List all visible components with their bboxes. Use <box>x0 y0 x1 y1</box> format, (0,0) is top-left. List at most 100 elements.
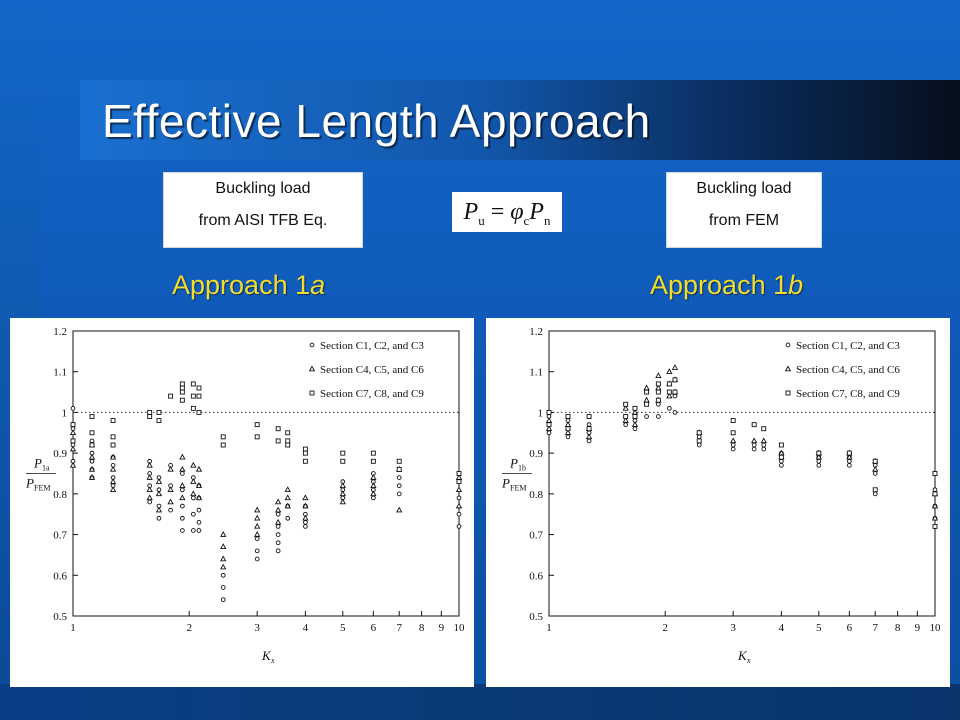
data-point-square <box>190 405 196 411</box>
legend-label: Section C7, C8, and C9 <box>796 388 900 400</box>
legend-marker <box>785 390 791 396</box>
data-point-square <box>190 393 196 399</box>
data-point-triangle <box>339 490 346 497</box>
data-point-triangle <box>179 465 186 472</box>
data-point-square <box>147 409 153 415</box>
x-tick-label: 5 <box>816 622 822 634</box>
data-point-square <box>565 414 571 419</box>
data-point-circle <box>761 446 767 452</box>
data-point-square <box>396 466 402 472</box>
data-point-circle <box>220 585 226 590</box>
data-point-triangle <box>220 555 227 562</box>
data-point-circle <box>285 515 291 521</box>
data-point-square <box>275 426 281 432</box>
data-point-triangle <box>760 437 767 444</box>
data-point-square <box>190 381 196 387</box>
aisi-box-line2: from AISI TFB Eq. <box>198 212 328 229</box>
data-point-square <box>632 414 638 419</box>
x-axis-label-sub: x <box>746 656 751 665</box>
data-point-square <box>778 454 784 460</box>
data-point-triangle <box>274 506 282 513</box>
data-point-square <box>672 389 678 395</box>
y-tick-label: 1.2 <box>529 326 543 338</box>
data-point-triangle <box>666 392 673 399</box>
data-point-circle <box>872 471 878 476</box>
x-tick-label: 4 <box>303 622 309 634</box>
data-point-triangle <box>146 474 153 480</box>
data-point-square <box>730 418 736 424</box>
x-axis-label: K <box>737 648 748 663</box>
data-point-triangle <box>564 429 572 436</box>
x-tick-label: 6 <box>847 622 853 634</box>
data-point-square <box>285 430 291 436</box>
data-point-square <box>632 405 638 411</box>
data-point-circle <box>168 507 173 513</box>
y-tick-label: 1.2 <box>53 326 67 338</box>
data-point-square <box>147 414 153 419</box>
data-point-triangle <box>302 502 309 509</box>
data-point-circle <box>847 458 852 464</box>
data-point-square <box>156 409 162 415</box>
data-point-square <box>761 426 767 432</box>
data-point-circle <box>196 507 202 513</box>
data-point-triangle <box>284 486 291 493</box>
slide-title: Effective Length Approach <box>102 95 651 147</box>
y-tick-label: 0.9 <box>53 448 67 460</box>
background-bottom-band <box>0 684 960 720</box>
data-point-circle <box>220 597 226 603</box>
y-tick-label: 0.6 <box>529 570 543 582</box>
y-axis-num: P <box>33 456 42 471</box>
x-tick-label: 1 <box>546 622 552 634</box>
data-point-circle <box>371 495 376 501</box>
data-point-circle <box>872 491 878 497</box>
approach-1a-suffix: a <box>310 270 326 300</box>
data-point-triangle <box>846 453 853 460</box>
data-point-square <box>110 434 116 440</box>
data-point-square <box>179 381 185 387</box>
data-point-triangle <box>220 543 227 550</box>
data-point-triangle <box>622 417 629 423</box>
data-point-triangle <box>155 490 163 497</box>
data-point-circle <box>632 426 638 432</box>
legend-marker <box>309 342 315 348</box>
data-point-square <box>655 381 661 387</box>
data-point-circle <box>180 503 185 509</box>
x-axis-label-sub: x <box>270 656 275 665</box>
data-point-square <box>340 458 346 464</box>
data-point-triangle <box>254 514 261 521</box>
data-point-circle <box>586 438 592 444</box>
aisi-buckling-box: Buckling load from AISI TFB Eq. <box>163 172 363 248</box>
data-point-square <box>168 393 174 399</box>
data-point-square <box>254 434 260 440</box>
data-point-square <box>70 438 76 444</box>
data-point-triangle <box>455 502 463 509</box>
formula-rhs-sub: n <box>543 212 551 228</box>
fem-box-line2: from FEM <box>708 212 780 229</box>
y-tick-label: 1.1 <box>53 367 67 379</box>
data-point-circle <box>396 491 402 497</box>
data-point-triangle <box>339 498 346 505</box>
data-point-circle <box>275 548 281 554</box>
data-point-square <box>696 438 702 444</box>
data-point-triangle <box>396 506 403 513</box>
fem-buckling-box: Buckling load from FEM <box>666 172 822 248</box>
data-point-circle <box>396 483 402 489</box>
data-point-circle <box>220 572 226 578</box>
data-point-circle <box>456 524 462 529</box>
legend-label: Section C1, C2, and C3 <box>320 340 424 352</box>
data-point-triangle <box>666 368 673 374</box>
data-point-triangle <box>146 494 153 501</box>
x-tick-label: 1 <box>70 622 76 634</box>
data-point-square <box>546 422 552 428</box>
data-point-circle <box>180 515 185 521</box>
y-tick-label: 0.8 <box>529 489 543 501</box>
data-point-triangle <box>370 474 377 480</box>
legend-label: Section C4, C5, and C6 <box>320 364 424 376</box>
x-tick-label: 10 <box>454 622 466 634</box>
data-point-triangle <box>750 437 758 444</box>
data-point-square <box>302 450 308 456</box>
y-tick-label: 0.7 <box>529 530 543 542</box>
data-point-circle <box>730 442 736 448</box>
x-tick-label: 8 <box>419 622 425 634</box>
data-point-triangle <box>585 433 593 440</box>
